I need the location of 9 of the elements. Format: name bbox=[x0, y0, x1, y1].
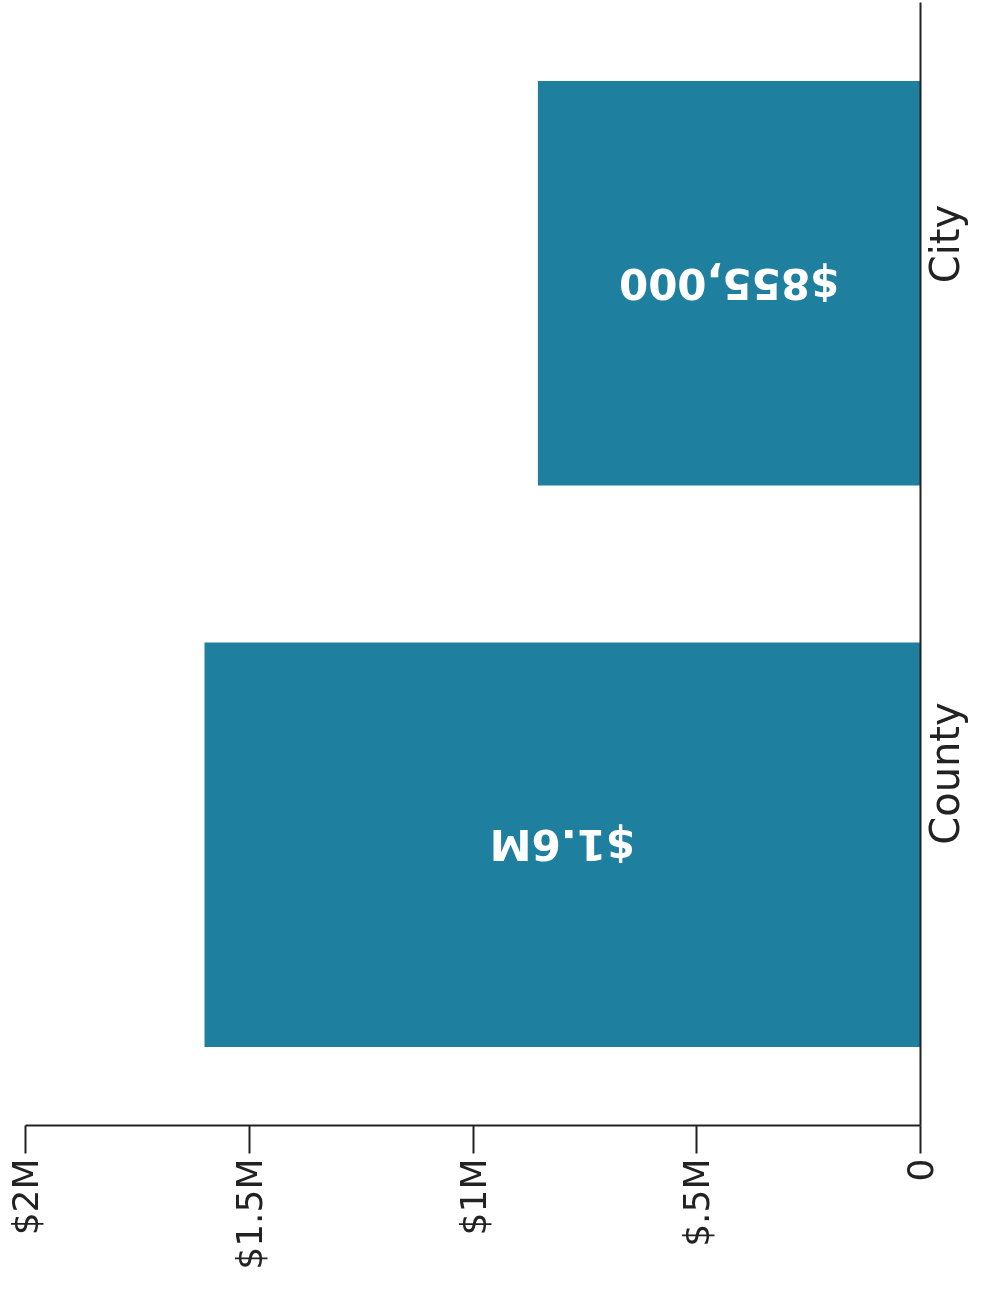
data-label: $855,000 bbox=[618, 258, 840, 308]
data-label: $1.6M bbox=[489, 820, 636, 870]
x-tick-label: $1M bbox=[452, 1158, 494, 1236]
y-tick-label: City bbox=[921, 204, 968, 284]
x-tick-label: $2M bbox=[5, 1158, 46, 1236]
x-tick-label: $1.5M bbox=[228, 1158, 270, 1270]
y-tick-label: County bbox=[921, 702, 968, 845]
x-tick-label: 0 bbox=[900, 1158, 941, 1182]
x-tick-label: $.5M bbox=[676, 1158, 718, 1247]
